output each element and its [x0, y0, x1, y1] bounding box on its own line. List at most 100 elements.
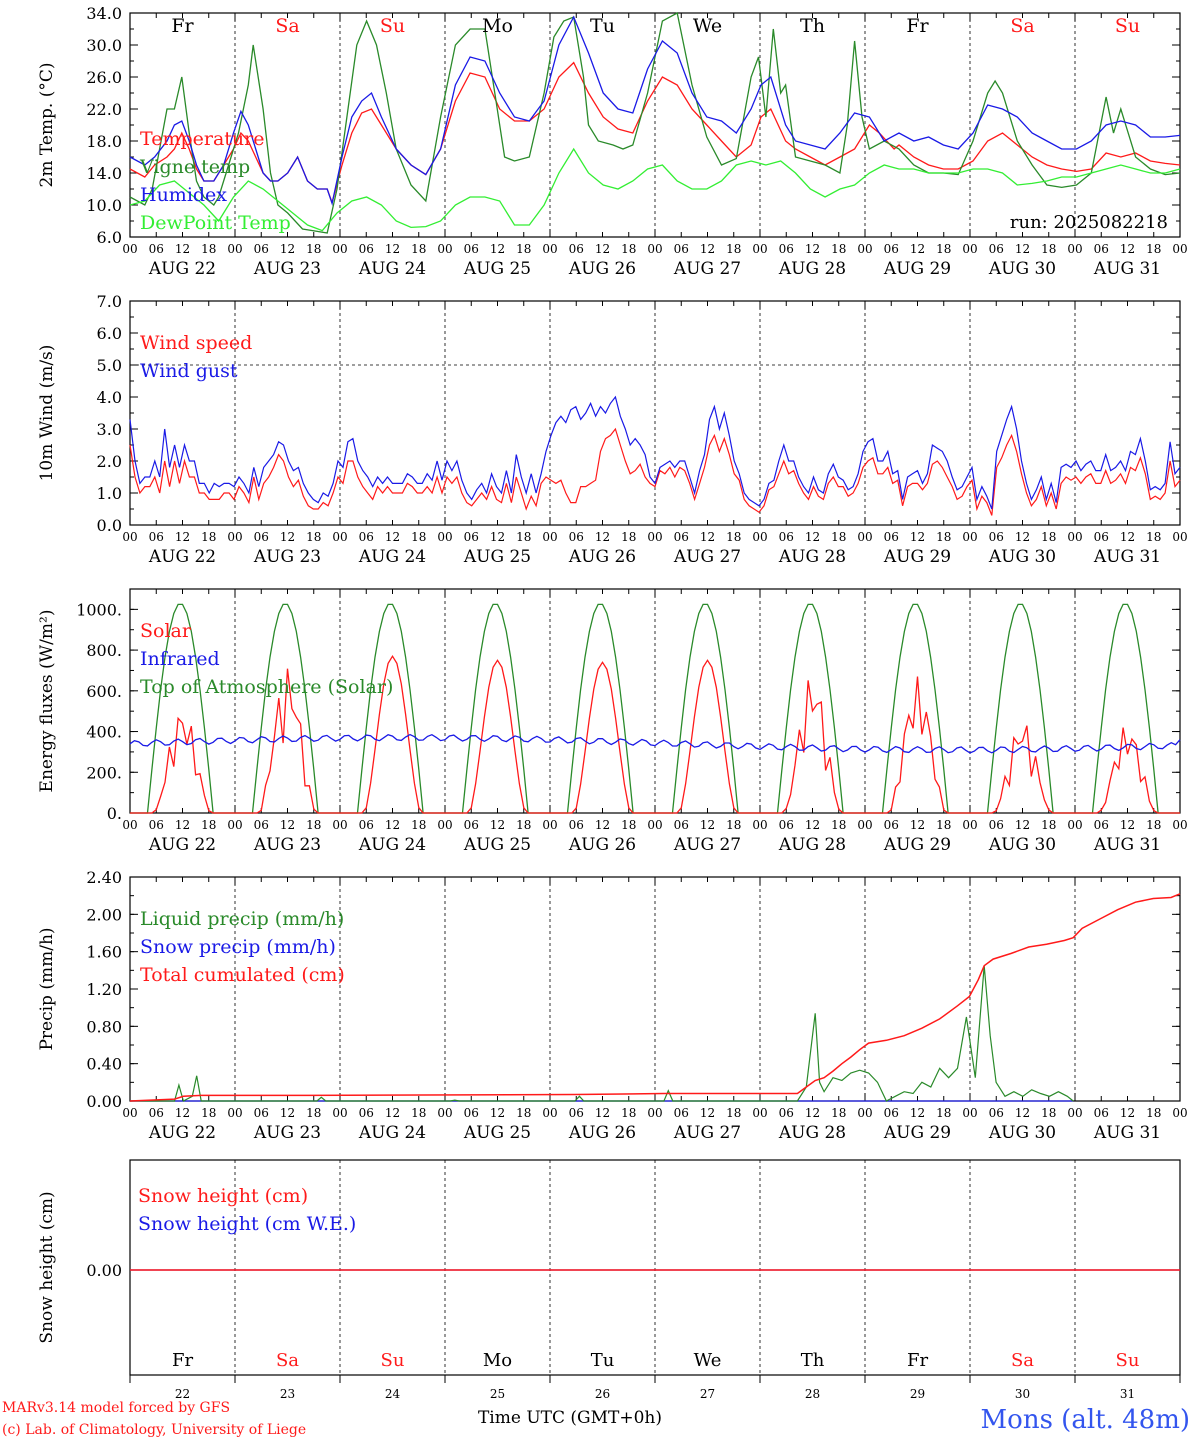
hour-label: 00	[962, 242, 977, 256]
weekday-label: We	[694, 1350, 722, 1371]
x-axis-title: Time UTC (GMT+0h)	[478, 1408, 662, 1428]
hour-label: 12	[175, 818, 190, 832]
hour-label: 18	[201, 530, 216, 544]
y-tick-label: 7.0	[97, 292, 122, 311]
hour-label: 18	[831, 530, 846, 544]
hour-label: 12	[385, 818, 400, 832]
day-number: 31	[1120, 1387, 1135, 1401]
hour-label: 06	[989, 530, 1004, 544]
series-line	[129, 12, 1181, 234]
day-number: 28	[805, 1387, 820, 1401]
date-label: AUG 23	[253, 1123, 321, 1143]
hour-label: 18	[936, 242, 951, 256]
hour-label: 12	[490, 242, 505, 256]
hour-label: 12	[1015, 530, 1030, 544]
hour-label: 12	[385, 530, 400, 544]
date-label: AUG 22	[148, 547, 216, 567]
date-label: AUG 22	[148, 259, 216, 279]
date-label: AUG 29	[883, 259, 951, 279]
hour-label: 00	[227, 530, 242, 544]
hour-label: 06	[359, 242, 374, 256]
hour-label: 18	[201, 818, 216, 832]
hour-label: 06	[464, 530, 479, 544]
hour-label: 00	[962, 530, 977, 544]
hour-label: 12	[700, 530, 715, 544]
plot-frame	[129, 588, 1181, 814]
weekday-label: Sa	[1010, 15, 1034, 37]
hour-label: 12	[280, 1106, 295, 1120]
hour-label: 18	[411, 818, 426, 832]
hour-label: 18	[1041, 530, 1056, 544]
hour-label: 12	[280, 818, 295, 832]
y-tick-label: 400.	[86, 723, 122, 742]
y-tick-label: 0.00	[86, 1092, 122, 1111]
hour-label: 06	[359, 530, 374, 544]
hour-label: 00	[227, 1106, 242, 1120]
legend-entry: Vigne temp	[139, 156, 250, 178]
hour-label: 12	[595, 530, 610, 544]
y-tick-label: 0.0	[97, 516, 122, 535]
day-number: 24	[385, 1387, 401, 1401]
hour-label: 00	[227, 818, 242, 832]
weekday-label: Fr	[172, 1350, 193, 1371]
date-label: AUG 27	[673, 547, 741, 567]
y-tick-label: 0.	[107, 804, 122, 823]
y-axis-title: 10m Wind (m/s)	[37, 345, 57, 482]
hour-label: 00	[1067, 530, 1082, 544]
date-label: AUG 26	[568, 547, 636, 567]
hour-label: 12	[700, 1106, 715, 1120]
hour-label: 18	[726, 1106, 741, 1120]
date-label: AUG 30	[988, 835, 1056, 855]
hour-label: 18	[621, 1106, 636, 1120]
hour-label: 18	[936, 530, 951, 544]
hour-label: 00	[542, 818, 557, 832]
hour-label: 06	[884, 1106, 899, 1120]
hour-label: 18	[831, 818, 846, 832]
series-line	[129, 15, 1181, 206]
hour-label: 06	[254, 818, 269, 832]
hour-label: 12	[805, 1106, 820, 1120]
hour-label: 06	[149, 818, 164, 832]
model-credit: MARv3.14 model forced by GFS	[2, 1400, 230, 1416]
hour-label: 00	[332, 242, 347, 256]
weekday-label: Su	[1116, 1350, 1140, 1371]
hour-label: 18	[726, 242, 741, 256]
hour-label: 18	[306, 818, 321, 832]
y-tick-label: 800.	[86, 641, 122, 660]
date-label: AUG 30	[988, 259, 1056, 279]
hour-label: 00	[752, 530, 767, 544]
hour-label: 06	[674, 530, 689, 544]
y-tick-label: 0.40	[86, 1055, 122, 1074]
hour-label: 18	[936, 1106, 951, 1120]
hour-label: 00	[962, 818, 977, 832]
weekday-label: Tu	[591, 1350, 615, 1371]
date-label: AUG 24	[358, 835, 426, 855]
hour-label: 06	[464, 818, 479, 832]
hour-label: 00	[437, 818, 452, 832]
y-tick-label: 1.0	[97, 484, 122, 503]
date-label: AUG 22	[148, 1123, 216, 1143]
date-label: AUG 28	[778, 547, 846, 567]
weekday-label: We	[693, 15, 722, 37]
y-tick-label: 200.	[86, 763, 122, 782]
day-number: 25	[490, 1387, 505, 1401]
hour-label: 18	[201, 1106, 216, 1120]
panel-precip: 00 06 12 18 00 06 12 18 00 06 12 18 00 06 12 18 00 06 12 18…	[37, 868, 1188, 1143]
y-axis-title: Energy fluxes (W/m²)	[37, 610, 57, 793]
hour-label: 12	[175, 530, 190, 544]
hour-label: 00	[122, 242, 137, 256]
hour-label: 00	[122, 530, 137, 544]
weekday-label: Su	[1115, 15, 1140, 37]
hour-label: 06	[569, 818, 584, 832]
panel-energy: 00 06 12 18 00 06 12 18 00 06 12 18 00 06 12 18 00 06 12 18…	[37, 588, 1188, 855]
hour-label: 12	[595, 1106, 610, 1120]
date-label: AUG 28	[778, 835, 846, 855]
weekday-label: Sa	[275, 15, 299, 37]
hour-label: 18	[411, 530, 426, 544]
hour-label: 06	[254, 242, 269, 256]
panel-wind: 00 06 12 18 00 06 12 18 00 06 12 18 00 06 12 18 00 06 12 18…	[37, 292, 1188, 567]
y-tick-label: 1.60	[86, 943, 122, 962]
hour-label: 06	[149, 530, 164, 544]
hour-label: 06	[779, 818, 794, 832]
hour-label: 06	[884, 530, 899, 544]
